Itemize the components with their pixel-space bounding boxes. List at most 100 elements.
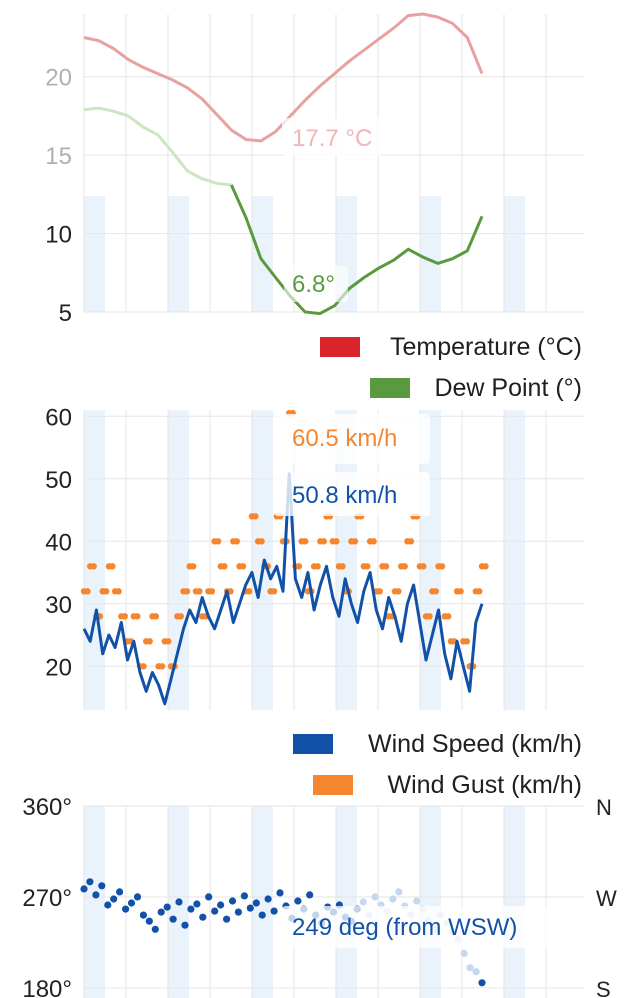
wind-gust-point [302,538,309,545]
y-tick-label: 270° [22,885,72,912]
wind-gust-point [463,638,470,645]
wind-direction-point [187,905,195,913]
y-tick-label: 360° [22,794,72,821]
wind-gust-point [432,588,439,595]
wind-gust-point [115,588,122,595]
wind-gust-point [270,588,278,595]
wind-gust-point [457,588,464,595]
wind-gust-point [90,563,97,570]
wind-speed-annotation-box [274,472,430,516]
wind-gust-point [351,538,359,545]
wind-direction-point [270,907,278,915]
wind-gust-point [320,538,327,545]
wind-direction-point [133,893,142,901]
wind-direction-point [86,878,94,886]
wind-gust-point [84,588,91,595]
wind-gust-point [196,588,203,595]
background-stripe [168,196,189,312]
wind-gust-annotation-box [274,414,430,464]
wind-direction-point [478,979,486,987]
y-tick-label: 20 [45,65,72,92]
wind-gust-point [158,663,166,670]
wind-direction-point [240,892,248,900]
temperature-annotation-box [282,118,382,156]
wind-direction-point [169,915,177,923]
wind-direction-point [110,895,118,903]
wind-gust-point [364,563,371,570]
wind-direction-point [371,893,379,901]
wind-gust-point [339,563,346,570]
wind-gust-point [177,613,184,620]
y-tick-label: 50 [45,467,72,494]
direction-annotation-box [282,906,558,948]
wind-gust-point [420,563,427,570]
wind-gust-point [103,588,110,595]
background-stripe [84,410,105,710]
compass-label: S [596,977,611,998]
wind-gust-point [190,563,197,570]
wind-direction-point [217,901,225,909]
wind-direction-point [395,888,403,896]
wind-direction-point [104,901,112,909]
wind-direction-point [223,915,231,923]
wind-gust-point [214,538,222,545]
background-stripe [504,196,525,312]
wind-gust-point [476,588,483,595]
wind-direction-point [80,885,88,893]
wind-gust-point [333,538,340,545]
background-stripe [420,806,441,998]
wind-direction-point [264,895,272,903]
direction-annotation: 249 deg (from WSW) [292,914,517,941]
wind-direction-point [122,905,130,913]
legend-temperature-swatch[interactable] [320,337,360,357]
wind-gust-point [426,613,433,620]
compass-label: W [596,886,617,911]
wind-direction-point [139,911,147,919]
wind-gust-point [239,563,247,570]
temperature-chart-y-ticks: 5 10 15 20 [45,65,72,327]
dew-point-series-line [230,184,484,316]
wind-gust-point [258,538,265,545]
temperature-annotation: 17.7 °C [292,125,372,152]
direction-chart-y-ticks: 180° 270° 360° [22,794,72,998]
wind-direction-point [211,907,219,915]
wind-direction-point [276,889,284,897]
wind-gust-point [134,613,141,620]
legend-dew-point-label[interactable]: Dew Point (°) [434,374,582,402]
legend-temperature-label[interactable]: Temperature (°C) [390,333,582,361]
wind-gust-point [140,663,147,670]
wind-direction-point [145,917,153,925]
wind-gust-point [407,538,415,545]
legend-wind-speed-swatch[interactable] [293,734,333,754]
legend-wind-gust-swatch[interactable] [313,775,353,795]
wind-gust-point [438,563,446,570]
wind-direction-point [460,949,468,958]
wind-gust-point [401,563,408,570]
direction-chart-grid [83,805,584,998]
background-stripe [420,196,441,312]
wind-direction-point [151,925,159,933]
wind-gust-point [121,613,128,620]
background-stripe [336,806,357,998]
wind-direction-point [258,911,266,919]
legend-dew-point-swatch[interactable] [370,378,410,398]
wind-direction-point [193,900,201,908]
wind-direction-point [413,897,421,905]
wind-speed-annotation: 50.8 km/h [292,482,397,509]
wind-gust-point [370,538,377,545]
wind-direction-point [359,898,367,906]
background-stripe [252,196,273,312]
background-stripe [168,410,189,710]
wind-direction-point [466,964,474,972]
legend-wind-speed-label[interactable]: Wind Speed (km/h) [368,730,582,758]
wind-gust-point [109,563,116,570]
wind-gust-point [146,638,153,645]
background-stripe [252,410,273,710]
wind-gust-point [221,563,228,570]
compass-label: N [596,795,612,820]
wind-gust-point [252,513,259,520]
legend-wind-gust-label[interactable]: Wind Gust (km/h) [388,771,582,799]
wind-gust-point [227,588,234,595]
background-stripe [252,806,273,998]
